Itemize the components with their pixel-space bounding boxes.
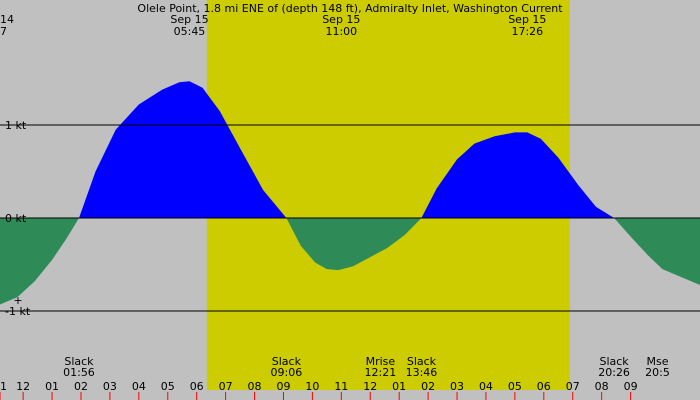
hour-tick-label: 09 <box>276 380 290 393</box>
bottom-event-label: Slack <box>407 355 437 368</box>
hour-tick-label: 11 <box>0 380 7 393</box>
bottom-event-time: 13:46 <box>406 366 438 379</box>
hour-tick-label: 02 <box>421 380 435 393</box>
y-tick-label-layer: 1 kt 0 kt -1 kt <box>5 119 31 318</box>
ebb-current-area-0 <box>0 218 79 305</box>
hour-tick-label: 08 <box>248 380 262 393</box>
bottom-event-time: 20:5 <box>645 366 670 379</box>
top-event-date: Sep 15 <box>170 13 208 26</box>
top-event-time: 11:00 <box>325 25 357 38</box>
y-tick-label: 1 kt <box>5 119 27 132</box>
current-area-layer <box>0 81 700 305</box>
hour-tick-label: 06 <box>537 380 551 393</box>
left-edge-label-bottom: 7 <box>0 25 7 38</box>
flood-current-area-1 <box>79 81 287 218</box>
hour-tick-label: 12 <box>16 380 30 393</box>
hour-tick-label: 08 <box>595 380 609 393</box>
ebb-current-area-4 <box>614 218 700 285</box>
bottom-event-time: 09:06 <box>271 366 303 379</box>
left-edge-label-top: 14 <box>0 13 14 26</box>
hour-tick-label: 09 <box>624 380 638 393</box>
hour-tick-label: 06 <box>190 380 204 393</box>
hour-tick-label: 07 <box>219 380 233 393</box>
bottom-event-label: Slack <box>64 355 94 368</box>
hour-tick-label: 07 <box>566 380 580 393</box>
hour-tick-layer: 11 12 01 02 03 04 05 06 07 08 09 10 11 12 01 02 03 04 05 06… <box>0 380 638 400</box>
bottom-event-label: Slack <box>272 355 302 368</box>
gridline-layer <box>0 124 700 312</box>
top-event-date: Sep 15 <box>508 13 546 26</box>
hour-tick-label: 10 <box>305 380 319 393</box>
hour-tick-label: 11 <box>334 380 348 393</box>
top-event-time: 17:26 <box>511 25 543 38</box>
plus-marker: + <box>13 294 22 307</box>
bottom-event-label: Mrise <box>366 355 396 368</box>
hour-tick-label: 03 <box>450 380 464 393</box>
bottom-event-label-layer: Slack01:56Slack09:06Mrise12:21Slack13:46… <box>63 355 670 379</box>
top-event-date: Sep 15 <box>322 13 360 26</box>
bottom-event-time: 20:26 <box>598 366 630 379</box>
y-tick-label: 0 kt <box>5 212 27 225</box>
top-event-time: 05:45 <box>174 25 206 38</box>
hour-tick-label: 01 <box>392 380 406 393</box>
bottom-event-label: Mse <box>646 355 668 368</box>
bottom-event-time: 01:56 <box>63 366 95 379</box>
chart-title: Olele Point, 1.8 mi ENE of (depth 148 ft… <box>137 2 563 15</box>
hour-tick-label: 05 <box>508 380 522 393</box>
bottom-event-label: Slack <box>599 355 629 368</box>
hour-tick-label: 05 <box>161 380 175 393</box>
hour-tick-label: 02 <box>74 380 88 393</box>
hour-tick-label: 04 <box>132 380 146 393</box>
ebb-current-area-2 <box>286 218 422 271</box>
hour-tick-label: 04 <box>479 380 493 393</box>
hour-tick-label: 01 <box>45 380 59 393</box>
hour-tick-label: 03 <box>103 380 117 393</box>
flood-current-area-3 <box>421 132 615 218</box>
y-tick-label: -1 kt <box>5 305 31 318</box>
hour-tick-label: 12 <box>363 380 377 393</box>
bottom-event-time: 12:21 <box>365 366 397 379</box>
